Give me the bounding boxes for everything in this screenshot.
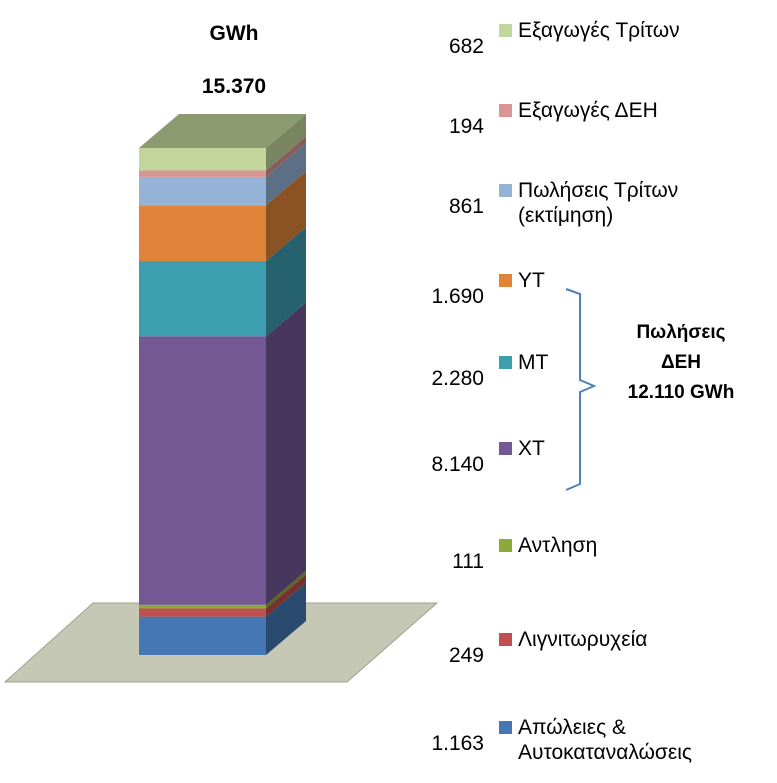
legend-label-sales_third: Πωλήσεις Τρίτων (εκτίμηση) xyxy=(518,179,679,227)
bar-segment-exports_third xyxy=(139,148,266,171)
bar-side-ht xyxy=(266,171,306,262)
bar-segment-lignite xyxy=(139,608,266,617)
bracket-annotation: Πωλήσεις ΔΕΗ 12.110 GWh xyxy=(596,318,766,408)
bar-segment-lt xyxy=(139,336,266,605)
bracket-line-2: ΔΕΗ xyxy=(660,352,702,373)
legend-value-exports_ppc: 194 xyxy=(448,115,484,138)
legend-swatch-exports_ppc xyxy=(499,104,512,117)
bar-side-exports_third xyxy=(266,114,306,171)
legend-value-lt: 8.140 xyxy=(431,453,484,476)
legend-value-mt: 2.280 xyxy=(431,367,484,390)
legend-swatch-sales_third xyxy=(499,184,512,197)
bar-segment-mt xyxy=(139,261,266,337)
legend-label-exports_ppc: Εξαγωγές ΔΕΗ xyxy=(518,99,658,122)
legend-value-ht: 1.690 xyxy=(431,285,484,308)
legend-value-lignite: 249 xyxy=(448,644,484,667)
bar-side-sales_third xyxy=(266,142,306,206)
bar-segment-exports_ppc xyxy=(139,170,266,177)
legend-label-pumping: Αντληση xyxy=(518,534,598,557)
bar-segment-losses xyxy=(139,616,266,655)
bar-side-losses xyxy=(266,582,306,655)
legend-label-ht: ΥΤ xyxy=(518,269,545,292)
bracket-line xyxy=(565,288,597,491)
legend-value-exports_third: 682 xyxy=(448,35,484,58)
bracket-line-1: Πωλήσεις xyxy=(636,322,726,343)
legend-swatch-losses xyxy=(499,721,512,734)
legend-value-pumping: 111 xyxy=(452,550,484,573)
stacked-bar xyxy=(139,114,306,655)
legend-label-exports_third: Εξαγωγές Τρίτων xyxy=(518,19,680,42)
legend-swatch-lt xyxy=(499,442,512,455)
bar-side-pumping xyxy=(266,570,306,609)
legend-swatch-lignite xyxy=(499,633,512,646)
bracket-line-3: 12.110 GWh xyxy=(627,382,735,403)
bar-side-lt xyxy=(266,302,306,605)
bar-top-face xyxy=(139,114,306,148)
legend-swatch-mt xyxy=(499,356,512,369)
bar-side-mt xyxy=(266,227,306,337)
legend-label-lignite: Λιγνιτωρυχεία xyxy=(518,628,648,651)
bar-side-lignite xyxy=(266,574,306,617)
legend-swatch-pumping xyxy=(499,539,512,552)
bar-segment-pumping xyxy=(139,604,266,609)
bar-segment-sales_third xyxy=(139,176,266,206)
legend-swatch-ht xyxy=(499,274,512,287)
legend-label-losses: Απώλειες & Αυτοκαταναλώσεις xyxy=(518,716,693,764)
unit-label: GWh xyxy=(209,22,259,45)
legend-label-mt: ΜΤ xyxy=(518,351,549,374)
bar-side-exports_ppc xyxy=(266,136,306,177)
total-label: 15.370 xyxy=(201,75,267,98)
legend-value-sales_third: 861 xyxy=(448,195,484,218)
bar-segment-ht xyxy=(139,205,266,262)
legend-value-losses: 1.163 xyxy=(431,732,484,755)
legend-swatch-exports_third xyxy=(499,24,512,37)
legend-label-lt: ΧΤ xyxy=(518,437,545,460)
